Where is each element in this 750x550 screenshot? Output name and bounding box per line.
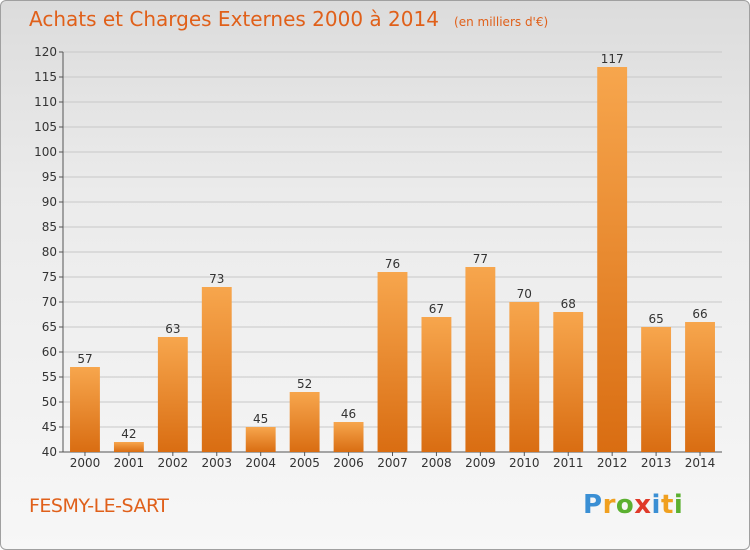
x-tick-label: 2008 xyxy=(421,456,452,470)
chart-title: Achats et Charges Externes 2000 à 2014 xyxy=(29,7,439,31)
y-tick-label: 70 xyxy=(42,295,57,309)
x-tick-label: 2004 xyxy=(245,456,276,470)
logo-letter: t xyxy=(660,490,674,520)
y-tick-label: 95 xyxy=(42,170,57,184)
bar-2006 xyxy=(333,422,364,452)
bar-2014 xyxy=(685,322,715,452)
x-tick-label: 2005 xyxy=(289,456,320,470)
commune-name: FESMY-LE-SART xyxy=(29,495,169,517)
data-label: 46 xyxy=(341,407,356,421)
y-tick-labels: 40 45 50 55 60 65 70 75 80 85 90 95 100 105 110 115 120 xyxy=(34,45,57,459)
bar-2008 xyxy=(421,317,452,452)
x-tick-label: 2001 xyxy=(114,456,145,470)
data-label: 57 xyxy=(77,352,92,366)
data-label: 76 xyxy=(385,257,400,271)
bar-2012 xyxy=(597,67,628,452)
bars xyxy=(70,67,715,452)
bar-2010 xyxy=(509,302,540,452)
x-tick-label: 2012 xyxy=(597,456,628,470)
y-tick-label: 80 xyxy=(42,245,57,259)
y-tick-label: 65 xyxy=(42,320,57,334)
y-tick-label: 115 xyxy=(34,70,57,84)
x-tick-label: 2000 xyxy=(70,456,101,470)
chart-title-block: Achats et Charges Externes 2000 à 2014 (… xyxy=(29,7,548,31)
data-label: 70 xyxy=(517,287,532,301)
x-tick-label: 2011 xyxy=(553,456,584,470)
logo-letter: i xyxy=(673,490,684,520)
x-tick-label: 2010 xyxy=(509,456,540,470)
logo-letter: r xyxy=(602,490,616,520)
data-label: 67 xyxy=(429,302,444,316)
y-tick-label: 40 xyxy=(42,445,57,459)
y-tick-label: 100 xyxy=(34,145,57,159)
logo-letter: i xyxy=(651,490,661,520)
y-tick-label: 55 xyxy=(42,370,57,384)
data-label: 63 xyxy=(165,322,180,336)
chart-unit: (en milliers d'€) xyxy=(454,15,549,29)
y-tick-label: 120 xyxy=(34,45,57,59)
data-labels: 57 42 63 73 45 52 46 76 67 77 70 68 117 65 66 xyxy=(77,52,707,441)
x-tick-label: 2007 xyxy=(377,456,408,470)
x-tick-label: 2002 xyxy=(158,456,189,470)
y-tick-label: 50 xyxy=(42,395,57,409)
y-tick-label: 90 xyxy=(42,195,57,209)
bar-2003 xyxy=(201,287,232,452)
y-tick-label: 85 xyxy=(42,220,57,234)
data-label: 42 xyxy=(121,427,136,441)
y-tick-label: 105 xyxy=(34,120,57,134)
data-label: 68 xyxy=(561,297,576,311)
logo-letter: o xyxy=(615,490,635,520)
x-tick-label: 2014 xyxy=(685,456,716,470)
logo-letter: x xyxy=(634,490,652,520)
y-tick-label: 45 xyxy=(42,420,57,434)
x-tick-label: 2009 xyxy=(465,456,496,470)
x-tick-labels: 2000 2001 2002 2003 2004 2005 2006 2007 2008 2009… xyxy=(70,452,716,470)
x-tick-label: 2013 xyxy=(641,456,672,470)
data-label: 45 xyxy=(253,412,268,426)
y-tick-label: 75 xyxy=(42,270,57,284)
bar-2001 xyxy=(113,442,144,452)
data-label: 117 xyxy=(601,52,624,66)
x-tick-label: 2003 xyxy=(201,456,232,470)
data-label: 73 xyxy=(209,272,224,286)
y-tick-label: 60 xyxy=(42,345,57,359)
data-label: 52 xyxy=(297,377,312,391)
bar-2013 xyxy=(641,327,672,452)
data-label: 66 xyxy=(692,307,707,321)
x-tick-label: 2006 xyxy=(333,456,364,470)
proxiti-logo[interactable]: Proxiti xyxy=(583,490,683,520)
data-label: 77 xyxy=(473,252,488,266)
bar-2009 xyxy=(465,267,496,452)
y-tick-label: 110 xyxy=(34,95,57,109)
logo-letter: P xyxy=(583,490,603,520)
bar-2002 xyxy=(157,337,188,452)
data-label: 65 xyxy=(648,312,663,326)
bar-2004 xyxy=(245,427,276,452)
bar-2005 xyxy=(289,392,320,452)
bar-2011 xyxy=(553,312,584,452)
bar-2007 xyxy=(377,272,408,452)
bar-2000 xyxy=(70,367,100,452)
